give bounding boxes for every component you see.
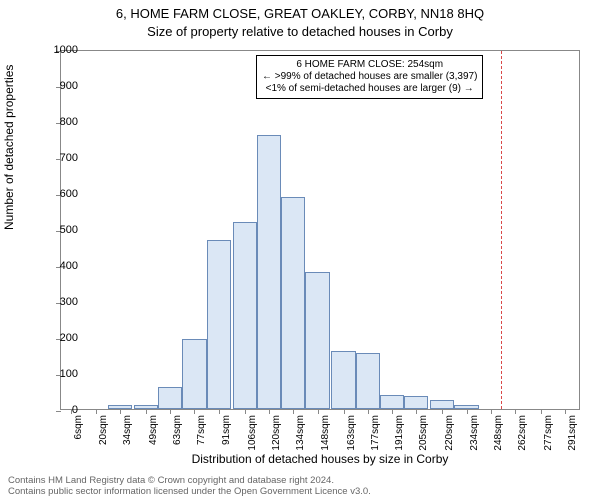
- x-tick-label: 148sqm: [320, 415, 331, 451]
- x-axis-label: Distribution of detached houses by size …: [60, 452, 580, 466]
- chart-title-main: 6, HOME FARM CLOSE, GREAT OAKLEY, CORBY,…: [0, 6, 600, 21]
- x-tick-label: 220sqm: [444, 415, 455, 451]
- reference-line: [501, 51, 502, 409]
- annot-line3: <1% of semi-detached houses are larger (…: [266, 83, 474, 94]
- y-tick-label: 500: [46, 224, 78, 236]
- annot-line1: 6 HOME FARM CLOSE: 254sqm: [296, 59, 443, 70]
- x-tick-label: 20sqm: [98, 415, 109, 445]
- histogram-bar: [305, 272, 329, 409]
- y-tick-label: 900: [46, 80, 78, 92]
- x-tick-label: 34sqm: [122, 415, 133, 445]
- y-axis-label: Number of detached properties: [2, 65, 16, 230]
- x-tick-label: 205sqm: [418, 415, 429, 451]
- histogram-bar: [281, 197, 305, 409]
- footer-attribution: Contains HM Land Registry data © Crown c…: [8, 476, 371, 497]
- chart-container: 6, HOME FARM CLOSE, GREAT OAKLEY, CORBY,…: [0, 0, 600, 500]
- x-tick-label: 63sqm: [172, 415, 183, 445]
- annotation-box: 6 HOME FARM CLOSE: 254sqm← >99% of detac…: [256, 55, 483, 99]
- x-tick-label: 277sqm: [543, 415, 554, 451]
- histogram-bar: [331, 351, 355, 409]
- x-tick-label: 234sqm: [469, 415, 480, 451]
- x-tick-label: 6sqm: [73, 415, 84, 439]
- histogram-bar: [233, 222, 257, 409]
- histogram-bar: [380, 395, 404, 409]
- y-tick-label: 400: [46, 260, 78, 272]
- footer-line2: Contains public sector information licen…: [8, 486, 371, 497]
- x-tick-label: 262sqm: [517, 415, 528, 451]
- histogram-bar: [134, 405, 158, 409]
- y-tick-label: 700: [46, 152, 78, 164]
- histogram-bar: [356, 353, 380, 409]
- y-tick-label: 300: [46, 296, 78, 308]
- histogram-bar: [108, 405, 132, 409]
- x-tick-label: 291sqm: [567, 415, 578, 451]
- histogram-bar: [404, 396, 428, 409]
- x-tick-label: 248sqm: [493, 415, 504, 451]
- histogram-bar: [454, 405, 478, 409]
- x-tick-label: 163sqm: [346, 415, 357, 451]
- x-tick-label: 177sqm: [370, 415, 381, 451]
- y-tick-label: 800: [46, 116, 78, 128]
- x-tick-label: 191sqm: [394, 415, 405, 451]
- x-tick-label: 106sqm: [247, 415, 258, 451]
- x-tick-label: 134sqm: [295, 415, 306, 451]
- y-tick-label: 600: [46, 188, 78, 200]
- histogram-bar: [182, 339, 206, 409]
- annot-line2: ← >99% of detached houses are smaller (3…: [262, 71, 477, 82]
- histogram-bar: [158, 387, 182, 409]
- y-tick-label: 1000: [46, 44, 78, 56]
- y-tick-label: 200: [46, 332, 78, 344]
- histogram-bar: [430, 400, 454, 409]
- chart-title-sub: Size of property relative to detached ho…: [0, 24, 600, 39]
- plot-area: 6 HOME FARM CLOSE: 254sqm← >99% of detac…: [60, 50, 580, 410]
- histogram-bar: [257, 135, 281, 409]
- y-tick-label: 100: [46, 368, 78, 380]
- x-tick-label: 77sqm: [196, 415, 207, 445]
- footer-line1: Contains HM Land Registry data © Crown c…: [8, 475, 334, 486]
- x-tick-label: 49sqm: [148, 415, 159, 445]
- x-tick-label: 91sqm: [221, 415, 232, 445]
- x-tick-label: 120sqm: [271, 415, 282, 451]
- histogram-bar: [207, 240, 231, 409]
